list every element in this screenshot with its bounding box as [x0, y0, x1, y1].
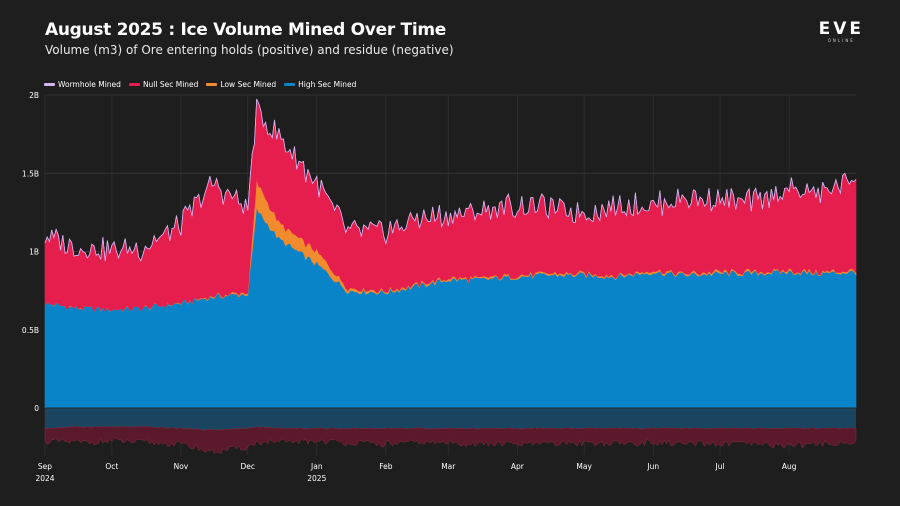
chart-legend: Wormhole Mined Null Sec Mined Low Sec Mine… [44, 80, 356, 89]
legend-swatch [44, 83, 55, 86]
x-tick-label: Nov [174, 462, 189, 471]
y-tick-label: 0.5B [22, 326, 39, 335]
null-sec-residue-area [44, 425, 857, 454]
y-tick-label: 1.5B [22, 169, 39, 178]
x-tick-label: Jul [715, 462, 725, 471]
x-tick-label: Aug [782, 462, 797, 471]
wormhole-mined-line [44, 98, 857, 262]
legend-item[interactable]: Wormhole Mined [44, 80, 121, 89]
logo-main-text: EVE [818, 19, 864, 39]
legend-item[interactable]: High Sec Mined [284, 80, 356, 89]
legend-label: Wormhole Mined [58, 80, 121, 89]
x-tick-label: Feb [379, 462, 393, 471]
y-tick-label: 2B [29, 91, 39, 100]
x-tick-label: Mar [441, 462, 456, 471]
x-tick-label: Sep [38, 462, 52, 471]
eve-online-logo: EVE ONLINE [819, 20, 864, 43]
x-tick-year-label: 2025 [307, 474, 326, 483]
x-tick-label: Dec [240, 462, 255, 471]
legend-label: Low Sec Mined [220, 80, 277, 89]
x-tick-label: May [576, 462, 592, 471]
y-tick-label: 1B [29, 248, 39, 257]
high-sec-residue-area [45, 408, 856, 431]
x-tick-label: Jan [310, 462, 323, 471]
legend-swatch [128, 83, 140, 86]
legend-swatch [206, 83, 218, 86]
x-tick-year-label: 2024 [35, 474, 54, 483]
chart-title: August 2025 : Ice Volume Mined Over Time [45, 20, 446, 40]
x-tick-label: Apr [511, 462, 525, 471]
legend-item[interactable]: Low Sec Mined [206, 80, 276, 89]
x-tick-label: Jun [646, 462, 659, 471]
chart-subtitle: Volume (m3) of Ore entering holds (posit… [45, 43, 454, 57]
y-tick-label: 0 [34, 404, 39, 413]
legend-label: Null Sec Mined [142, 80, 199, 89]
legend-swatch [284, 83, 296, 86]
logo-sub-text: ONLINE [827, 38, 855, 43]
legend-label: High Sec Mined [298, 80, 357, 89]
x-tick-label: Oct [105, 462, 118, 471]
legend-item[interactable]: Null Sec Mined [128, 80, 199, 89]
